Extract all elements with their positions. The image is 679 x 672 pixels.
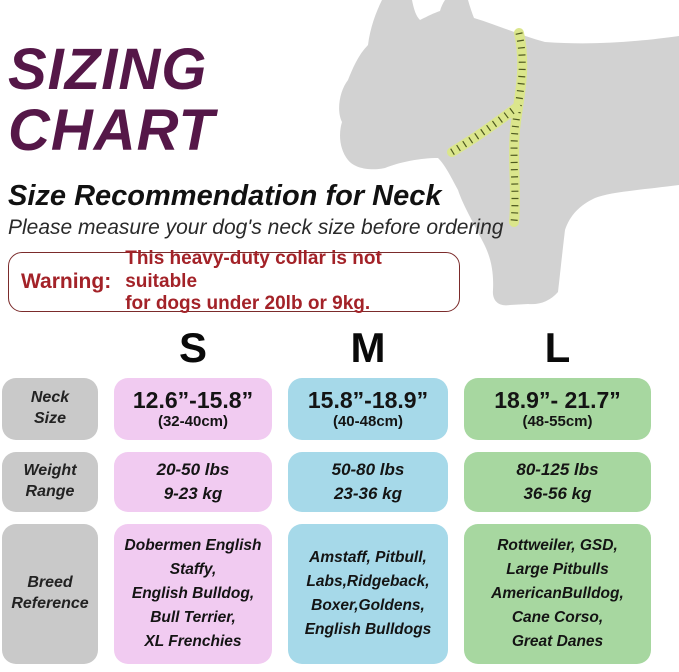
measuring-tape-branch [447,103,521,157]
measuring-tape-branch-ticks [450,105,519,156]
breed-reference-cell-l: Rottweiler, GSD, Large Pitbulls American… [464,524,651,664]
row-header-label: Neck Size [30,389,70,427]
neck-size-cm: (40-48cm) [332,413,404,431]
warning-message: This heavy-duty collar is not suitable f… [125,247,382,315]
row-header-breed-reference: Breed Reference [2,524,98,664]
neck-size-cell-l: 18.9”- 21.7” (48-55cm) [464,378,651,440]
neck-size-inches: 15.8”-18.9” [307,386,429,413]
weight-range-cell-s: 20-50 lbs 9-23 kg [114,452,272,512]
breed-reference-cell-s: Dobermen English Staffy, English Bulldog… [114,524,272,664]
row-header-label: Weight Range [23,462,77,500]
row-header-weight-range: Weight Range [2,452,98,512]
measuring-tape-ticks [510,32,526,223]
weight-range-value: 20-50 lbs 9-23 kg [156,460,230,503]
size-table: S M L Neck Size 12.6”-15.8” (32-40cm) 15… [2,324,652,664]
column-header-s: S [178,324,207,371]
breed-reference-cell-m: Amstaff, Pitbull, Labs,Ridgeback, Boxer,… [288,524,448,664]
weight-range-cell-l: 80-125 lbs 36-56 kg [464,452,651,512]
neck-size-inches: 18.9”- 21.7” [494,386,621,413]
measuring-tape [509,28,528,227]
row-header-neck-size: Neck Size [2,378,98,440]
measure-note: Please measure your dog's neck size befo… [8,216,504,239]
neck-size-cell-m: 15.8”-18.9” (40-48cm) [288,378,448,440]
weight-range-value: 50-80 lbs 23-36 kg [331,460,405,503]
neck-size-cm: (32-40cm) [157,413,229,431]
row-header-label: Breed Reference [11,574,89,612]
page-subtitle: Size Recommendation for Neck [8,180,442,212]
breed-list: Rottweiler, GSD, Large Pitbulls American… [491,536,624,651]
warning-label: Warning: [21,270,112,293]
page-title: SIZING CHART [8,37,215,163]
table-corner-spacer [2,330,98,366]
neck-size-cm: (48-55cm) [522,413,593,431]
neck-size-inches: 12.6”-15.8” [132,386,254,413]
weight-range-value: 80-125 lbs 36-56 kg [516,460,599,503]
column-header-l: L [544,324,571,371]
neck-size-cell-s: 12.6”-15.8” (32-40cm) [114,378,272,440]
warning-box: Warning: This heavy-duty collar is not s… [8,248,460,314]
column-header-m: M [350,324,386,371]
breed-list: Amstaff, Pitbull, Labs,Ridgeback, Boxer,… [304,548,432,639]
weight-range-cell-m: 50-80 lbs 23-36 kg [288,452,448,512]
breed-list: Dobermen English Staffy, English Bulldog… [124,536,262,651]
